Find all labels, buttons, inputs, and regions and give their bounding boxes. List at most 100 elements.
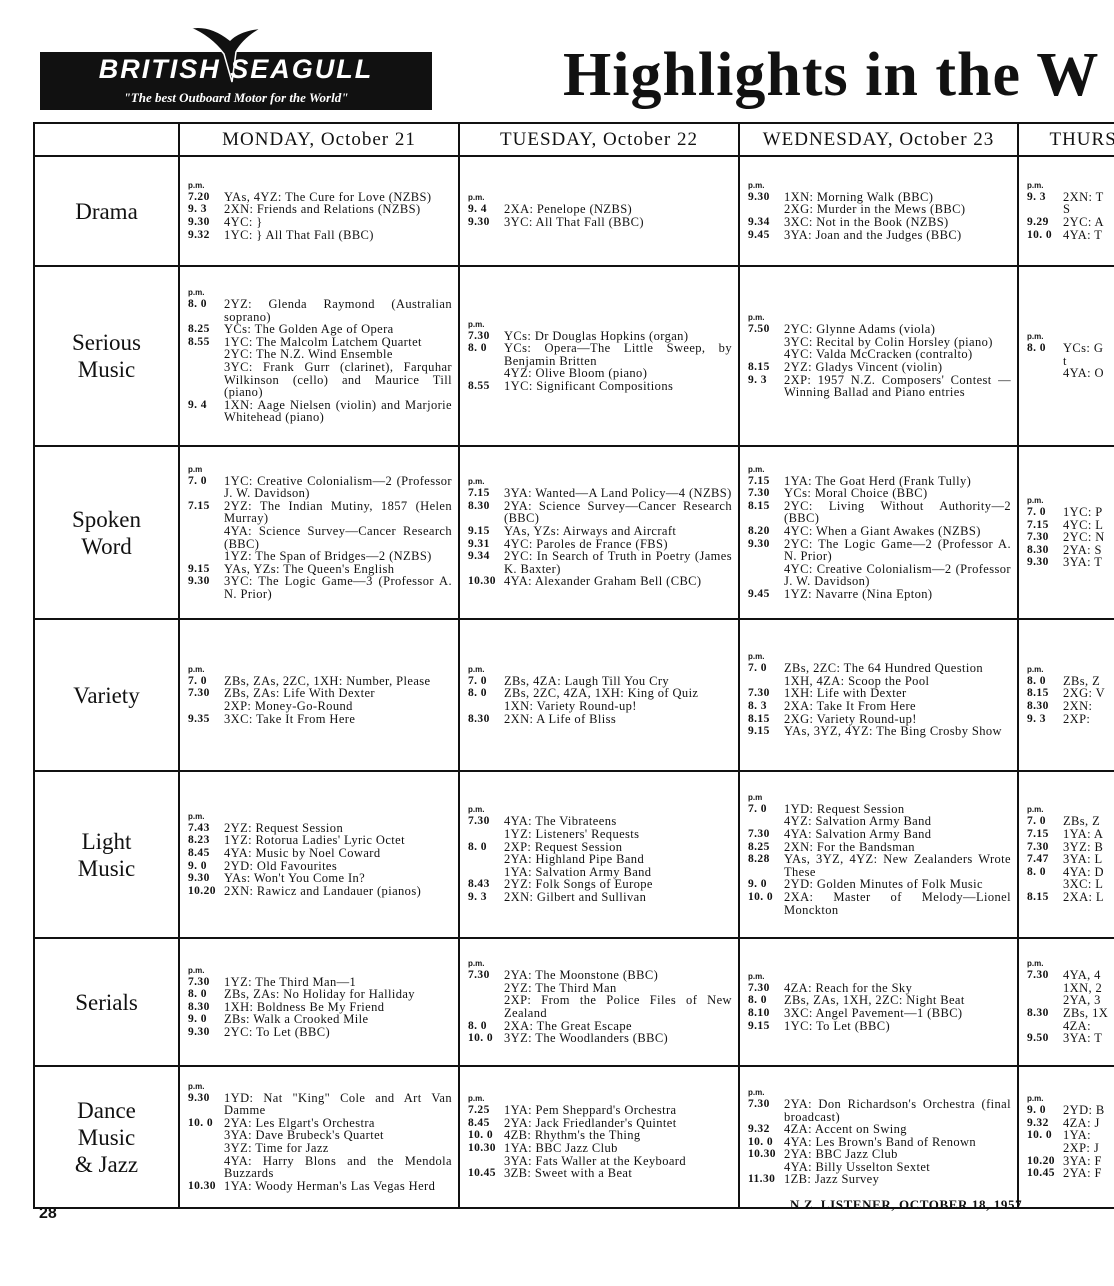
category-label-line: Light [81, 828, 132, 854]
time-spacer [188, 1155, 224, 1180]
programme-entry: 9.32 4ZA: J [1027, 1117, 1114, 1130]
programme-text: YAs, YZs: The Queen's English [224, 561, 395, 576]
pm-marker: p.m [748, 792, 763, 802]
programme-time: 9.30 [188, 575, 210, 588]
programme-text: 3YC: All That Fall (BBC) [504, 215, 644, 229]
schedule-cell: p.m. 7.43 2YZ: Request Session 8.23 1YZ: Rot… [180, 772, 460, 939]
programme-entry: 8.45 4YA: Music by Noel Coward [188, 847, 452, 860]
programme-entry: 7. 0 ZBs, Z [1027, 815, 1114, 828]
programme-text: 1XN: Morning Walk (BBC) [784, 189, 934, 204]
programme-entry: 7.30 ZBs, ZAs: Life With Dexter [188, 687, 452, 700]
programme-entry: 2YA, 3 [1027, 994, 1114, 1007]
programme-entry: 8. 0 ZBs, ZAs, 1XH, 2ZC: Night Beat [748, 994, 1011, 1007]
programme-entry: 7.47 3YA: L [1027, 853, 1114, 866]
programme-time: 8.25 [188, 323, 210, 336]
programme-time: 7.25 [468, 1104, 490, 1117]
pm-marker: p.m [188, 464, 203, 474]
programme-text: ZBs, 2ZC: The 64 Hundred Question [784, 661, 984, 676]
programme-text: 2YC: N [1063, 530, 1105, 545]
programme-time: 9. 3 [1027, 712, 1046, 725]
programme-entry: 2XP: Money-Go-Round [188, 700, 452, 713]
programme-entry: 4YZ: Olive Bloom (piano) [468, 367, 732, 380]
programme-text: 2XP: 1957 N.Z. Composers' Contest — Winn… [784, 372, 1011, 400]
programme-time: 9.30 [188, 1091, 210, 1104]
schedule-cell: p.m. 7.30 4YA: The Vibrateens 1YZ: Listener… [460, 772, 740, 939]
programme-time: 7.30 [468, 815, 490, 828]
programme-entry: 7.30 1XH: Life with Dexter [748, 687, 1011, 700]
programme-entry: 9.30 1YD: Nat "King" Cole and Art Van Dam… [188, 1090, 452, 1118]
pm-marker: p.m. [1027, 332, 1044, 342]
programme-time: 10. 0 [468, 1129, 493, 1142]
programme-text: 1YC: Significant Compositions [504, 378, 674, 393]
category-label: Spoken Word [35, 447, 180, 620]
schedule-cell: p.m. 7. 0 ZBs, Z 7.15 1YA: A 7.30 3YZ: B 7.47 3Y… [1019, 772, 1114, 939]
programme-text: 3YA: Wanted—A Land Policy—4 (NZBS) [504, 486, 732, 501]
programme-entry: 8.15 2YZ: Gladys Vincent (violin) [748, 361, 1011, 374]
schedule-cell: p.m. 8. 0 2YZ: Glenda Raymond (Australian … [180, 267, 460, 447]
programme-entry: 7.15 2YZ: The Indian Mutiny, 1857 (Helen … [188, 499, 452, 525]
programme-entry: 9. 3 2XP: [1027, 712, 1114, 726]
schedule-table: MONDAY, October 21 TUESDAY, October 22 WED… [33, 122, 1114, 1209]
programme-time: 7.30 [748, 828, 770, 841]
programme-text: 1YD: Nat "King" Cole and Art Van Damme [224, 1090, 452, 1118]
programme-entry: 11.30 1ZB: Jazz Survey [748, 1173, 1011, 1186]
programme-entry: 8.28 YAs, 3YZ, 4YZ: New Zealanders Wrote … [748, 853, 1011, 878]
schedule-cell: p.m. 7.30 YCs: Dr Douglas Hopkins (organ) 8… [460, 267, 740, 447]
time-spacer [1027, 367, 1063, 380]
programme-time: 8.55 [188, 335, 210, 348]
programme-entry: 10. 0 4YA: Les Brown's Band of Renown [748, 1136, 1011, 1149]
programme-text: 4YA: O [1063, 366, 1104, 381]
time-spacer [188, 525, 224, 550]
programme-text: 2YZ: Request Session [224, 820, 344, 835]
day-header-text: THURS. [1049, 128, 1114, 150]
pm-marker: p.m. [468, 959, 485, 969]
programme-entry: 3YA: Fats Waller at the Keyboard [468, 1154, 732, 1168]
programme-text: 4YC: } [224, 215, 263, 229]
programme-time: 8. 0 [1027, 342, 1046, 355]
programme-text: 2YD: Golden Minutes of Folk Music [784, 877, 983, 892]
programme-text: 2YC: In Search of Truth in Poetry (James… [504, 549, 732, 576]
programme-text: ZBs: Walk a Crooked Mile [224, 1012, 369, 1027]
time-spacer [188, 348, 224, 361]
programme-time: 7.30 [468, 329, 490, 342]
programme-text: 1YA: Woody Herman's Las Vegas Herd [224, 1178, 436, 1193]
programme-entry: 7. 0 1YC: Creative Colonialism—2 (Profess… [188, 474, 452, 500]
programme-text: 1YD: Request Session [784, 801, 905, 816]
day-header-text: TUESDAY, October 22 [500, 128, 698, 150]
programme-time: 8. 0 [468, 687, 487, 700]
pm-marker: p.m. [468, 193, 485, 203]
programme-entry: 2YA: Highland Pipe Band [468, 853, 732, 866]
programme-time: 10. 0 [1027, 228, 1052, 241]
programme-text: 2YC: To Let (BBC) [224, 1024, 331, 1039]
pm-marker: p.m. [468, 664, 485, 674]
programme-time: 7.30 [748, 687, 770, 700]
programme-time: 8. 0 [468, 840, 487, 853]
logo-background [40, 52, 432, 110]
programme-entry: 8.15 2XA: L [1027, 891, 1114, 904]
pm-marker: p.m. [748, 464, 765, 474]
programme-entry: 9.29 2YC: A [1027, 216, 1114, 229]
programme-text: 1XN: Variety Round-up! [504, 699, 637, 713]
programme-text: 4YC: Creative Colonialism—2 (Professor J… [784, 561, 1011, 589]
programme-entry: 4YA: Science Survey—Cancer Research (BBC… [188, 525, 452, 550]
time-spacer [468, 700, 504, 713]
programme-text: YCs: G [1063, 341, 1104, 356]
programme-time: 10. 0 [748, 890, 773, 903]
programme-text: YCs: The Golden Age of Opera [224, 322, 394, 337]
pm-marker: p.m. [188, 811, 205, 821]
programme-entry: 8.15 2XG: V [1027, 687, 1114, 700]
programme-entry: 9.32 4ZA: Accent on Swing [748, 1123, 1011, 1136]
programme-entry: 9.30 3YA: T [1027, 556, 1114, 569]
pm-marker: p.m. [1027, 959, 1044, 969]
programme-text: 4ZA: Reach for the Sky [784, 980, 913, 995]
day-header: WEDNESDAY, October 23 [740, 124, 1019, 157]
programme-entry: 9. 3 2XN: Gilbert and Sullivan [468, 891, 732, 904]
programme-text: 2XN: For the Bandsman [784, 839, 915, 854]
programme-time: 8.15 [1027, 687, 1049, 700]
programme-text: 1YC: The Malcolm Latchem Quartet [224, 334, 422, 349]
programme-time: 8. 0 [1027, 865, 1046, 878]
pm-marker: p.m. [748, 652, 765, 662]
time-spacer [748, 336, 784, 349]
programme-text: t [1063, 353, 1067, 368]
programme-text: 2YA: Don Richardson's Orchestra (final b… [784, 1096, 1011, 1124]
